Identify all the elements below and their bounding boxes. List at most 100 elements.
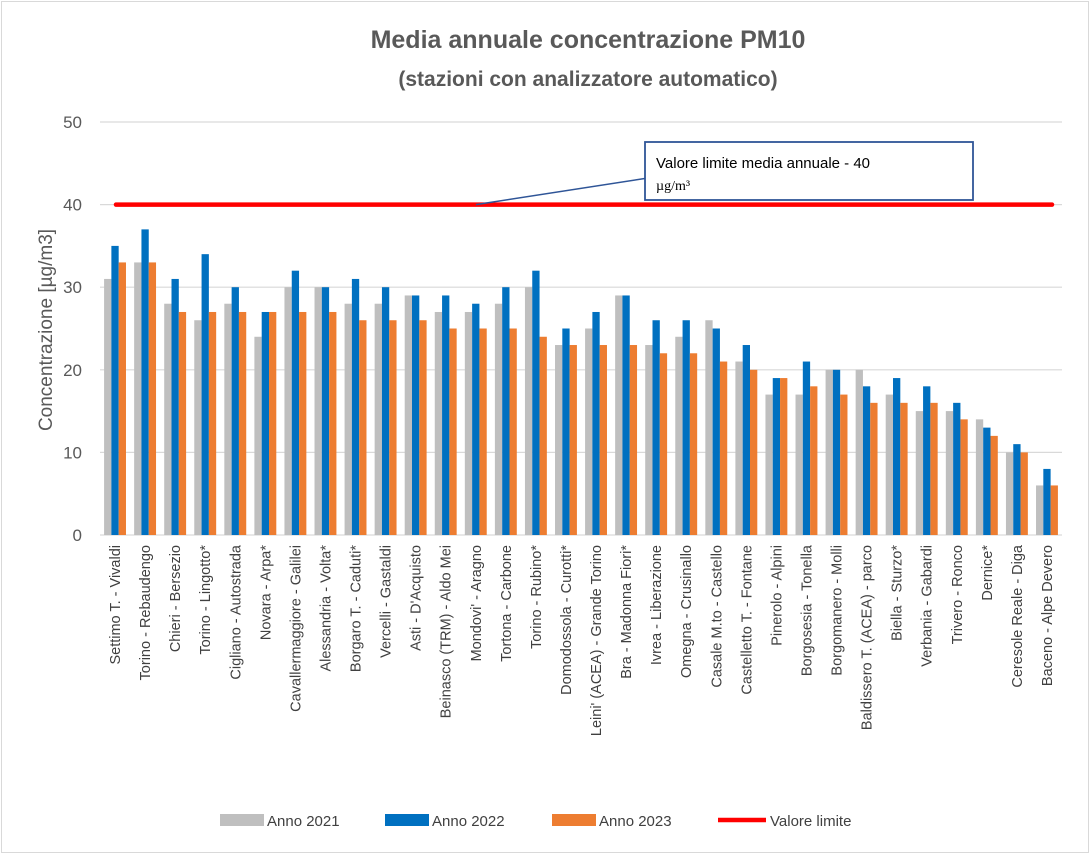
bar-anno-2023 xyxy=(930,402,938,535)
y-tick-label: 40 xyxy=(63,196,82,215)
x-category-label: Omegna - Crusinallo xyxy=(679,545,695,678)
x-category-label: Alessandria - Volta* xyxy=(318,545,334,672)
bar-anno-2022 xyxy=(893,378,901,535)
bar-anno-2021 xyxy=(314,287,322,535)
bar-anno-2023 xyxy=(449,328,457,535)
bar-anno-2023 xyxy=(900,402,908,535)
bar-anno-2023 xyxy=(629,345,638,535)
bar-anno-2023 xyxy=(268,311,277,535)
bar-anno-2023 xyxy=(870,402,878,535)
x-category-label: Domodossola - Curotti* xyxy=(559,545,575,695)
bar-anno-2022 xyxy=(592,311,600,535)
x-category-label: Cavallermaggiore - Galilei xyxy=(288,545,304,712)
bar-anno-2021 xyxy=(404,295,413,535)
legend-label: Valore limite xyxy=(770,813,851,830)
bar-anno-2023 xyxy=(719,361,728,535)
x-category-label: Asti - D'Acquisto xyxy=(409,545,425,651)
bar-anno-2023 xyxy=(749,369,758,535)
bar-anno-2021 xyxy=(494,303,503,535)
y-tick-label: 20 xyxy=(63,361,82,380)
bar-anno-2021 xyxy=(164,303,172,535)
bar-anno-2021 xyxy=(555,345,563,535)
x-category-label: Baceno - Alpe Devero xyxy=(1040,545,1056,686)
bar-anno-2023 xyxy=(810,386,818,535)
bar-anno-2021 xyxy=(1005,452,1014,535)
legend-swatch xyxy=(220,814,264,826)
bar-anno-2021 xyxy=(645,345,653,535)
bar-anno-2022 xyxy=(622,295,630,535)
x-category-label: Torino - Lingotto* xyxy=(198,545,214,655)
bar-anno-2022 xyxy=(1043,468,1051,535)
bar-anno-2022 xyxy=(141,229,149,535)
bar-anno-2022 xyxy=(652,320,660,535)
bar-anno-2023 xyxy=(178,311,187,535)
bar-anno-2021 xyxy=(464,311,473,535)
legend-label: Anno 2021 xyxy=(267,813,340,830)
bar-anno-2022 xyxy=(802,361,811,535)
chart-title: Media annuale concentrazione PM10 xyxy=(371,26,806,54)
bar-anno-2021 xyxy=(344,303,352,535)
bar-anno-2021 xyxy=(825,369,833,535)
x-category-label: Tortona - Carbone xyxy=(499,545,515,662)
bar-anno-2021 xyxy=(374,303,382,535)
annotation-unit: µg/m³ xyxy=(656,179,690,194)
bar-anno-2023 xyxy=(419,320,427,535)
x-category-label: Settimo T. - Vivaldi xyxy=(108,545,124,665)
x-category-label: Borgosesia - Tonella xyxy=(799,544,815,676)
bar-anno-2023 xyxy=(509,328,517,535)
bar-anno-2021 xyxy=(585,328,593,535)
bar-anno-2021 xyxy=(434,311,443,535)
bar-anno-2021 xyxy=(975,419,984,535)
y-tick-label: 0 xyxy=(73,526,82,545)
bar-anno-2023 xyxy=(659,353,668,535)
bar-anno-2021 xyxy=(705,320,713,535)
bar-anno-2022 xyxy=(953,402,961,535)
bar-anno-2021 xyxy=(735,361,743,535)
annotation-leader xyxy=(475,177,649,206)
x-category-label: Beinasco (TRM) - Aldo Mei xyxy=(439,545,455,718)
x-category-label: Dernice* xyxy=(980,545,996,601)
x-category-label: Novara - Arpa* xyxy=(258,545,274,640)
y-tick-label: 10 xyxy=(63,443,82,462)
legend-label: Anno 2023 xyxy=(599,813,672,830)
bar-anno-2021 xyxy=(915,411,924,535)
x-category-label: Castelletto T. - Fontane xyxy=(739,545,755,695)
x-category-label: Ivrea - Liberazione xyxy=(649,545,665,665)
bar-anno-2022 xyxy=(201,254,209,535)
bar-anno-2023 xyxy=(479,328,487,535)
bar-anno-2023 xyxy=(689,353,698,535)
bar-anno-2023 xyxy=(960,419,968,535)
bar-anno-2023 xyxy=(990,435,998,535)
x-category-label: Bra - Madonna Fiori* xyxy=(619,545,635,679)
x-category-label: Pinerolo - Alpini xyxy=(769,545,785,646)
bar-anno-2021 xyxy=(675,336,683,535)
bar-anno-2022 xyxy=(412,295,420,535)
bar-anno-2021 xyxy=(765,394,773,535)
bar-anno-2021 xyxy=(134,262,142,535)
bar-anno-2022 xyxy=(111,245,119,535)
bar-anno-2022 xyxy=(742,345,750,535)
bar-anno-2022 xyxy=(231,287,239,535)
bar-anno-2023 xyxy=(118,262,126,535)
legend-swatch xyxy=(552,814,596,826)
bar-anno-2023 xyxy=(148,262,157,535)
legend-label: Anno 2022 xyxy=(432,813,505,830)
bar-anno-2022 xyxy=(1013,444,1021,535)
bar-anno-2022 xyxy=(562,328,570,535)
x-category-label: Leini' (ACEA) - Grande Torino xyxy=(589,545,605,736)
x-category-label: Mondovi' - Aragno xyxy=(469,545,485,661)
x-category-label: Verbania - Gabardi xyxy=(920,545,936,667)
bar-anno-2022 xyxy=(532,270,540,535)
bar-anno-2021 xyxy=(885,394,894,535)
bar-anno-2021 xyxy=(284,287,292,535)
bar-anno-2022 xyxy=(682,320,690,535)
bar-anno-2023 xyxy=(1050,485,1058,535)
x-category-label: Torino - Rubino* xyxy=(529,545,545,649)
bar-anno-2023 xyxy=(599,345,607,535)
x-category-label: Trivero - Ronco xyxy=(950,545,966,644)
bar-anno-2023 xyxy=(569,345,577,535)
bar-anno-2023 xyxy=(539,336,547,535)
x-category-label: Biella - Sturzo* xyxy=(890,545,906,641)
